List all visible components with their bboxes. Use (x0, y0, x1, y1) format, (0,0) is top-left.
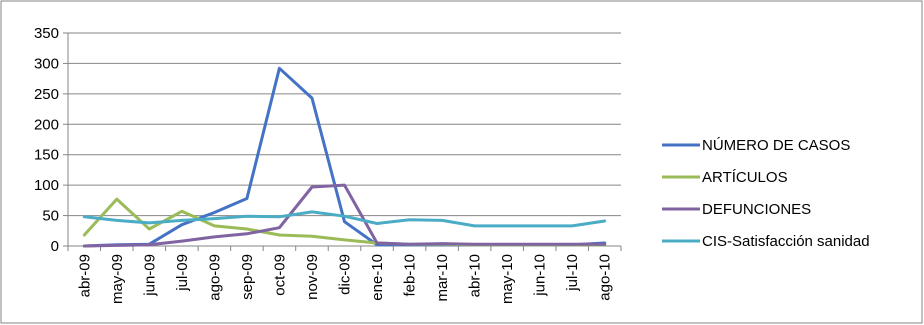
x-tick-label-abr-10: abr-10 (467, 254, 484, 297)
y-tick-label: 250 (34, 86, 59, 103)
legend: NÚMERO DE CASOS ARTÍCULOS DEFUNCIONES CIS-S… (662, 137, 870, 250)
series-lines (82, 66, 607, 248)
legend-label-0: NÚMERO DE CASOS (702, 137, 850, 154)
y-tick-label: 150 (34, 147, 59, 164)
y-tick-label: 0 (51, 238, 59, 255)
x-tick-label-abr-09: abr-09 (76, 254, 93, 297)
x-tick-label-mar-10: mar-10 (434, 254, 451, 302)
x-tick-label-nov-09: nov-09 (304, 254, 321, 300)
gridlines (68, 32, 621, 217)
x-tick-label-ene-10: ene-10 (369, 254, 386, 301)
y-tick-label: 300 (34, 55, 59, 72)
x-tick-label-ago-10: ago-10 (597, 254, 614, 301)
x-tick-label-jun-10: jun-10 (532, 254, 549, 297)
y-tick-label: 350 (34, 25, 59, 42)
x-tick-label-dic-09: dic-09 (337, 254, 354, 295)
x-tick-label-may-09: may-09 (109, 254, 126, 304)
x-tick-label-sep-09: sep-09 (239, 254, 256, 300)
y-tick-label: 200 (34, 116, 59, 133)
legend-label-1: ARTÍCULOS (702, 169, 788, 186)
legend-label-3: CIS-Satisfacción sanidad (702, 233, 870, 250)
legend-label-2: DEFUNCIONES (702, 201, 811, 218)
x-tick-label-jul-09: jul-09 (174, 254, 191, 292)
y-tick-label: 100 (34, 177, 59, 194)
x-tick-label-feb-10: feb-10 (402, 254, 419, 297)
x-tick-label-jun-09: jun-09 (141, 254, 158, 297)
x-tick-label-oct-09: oct-09 (271, 254, 288, 296)
x-tick-label-may-10: may-10 (499, 254, 516, 304)
y-axis-tick-labels: 0 50 100 150 200 250 300 350 (34, 25, 59, 255)
series-line-2 (82, 183, 607, 248)
y-tick-label: 50 (42, 208, 59, 225)
series-line-3 (82, 210, 607, 228)
x-axis-tick-labels: abr-09 may-09 jun-09 jul-09 ago-09 sep-09 oct-… (76, 254, 613, 304)
x-tick-label-ago-09: ago-09 (206, 254, 223, 301)
x-tick-label-jul-10: jul-10 (564, 254, 581, 292)
